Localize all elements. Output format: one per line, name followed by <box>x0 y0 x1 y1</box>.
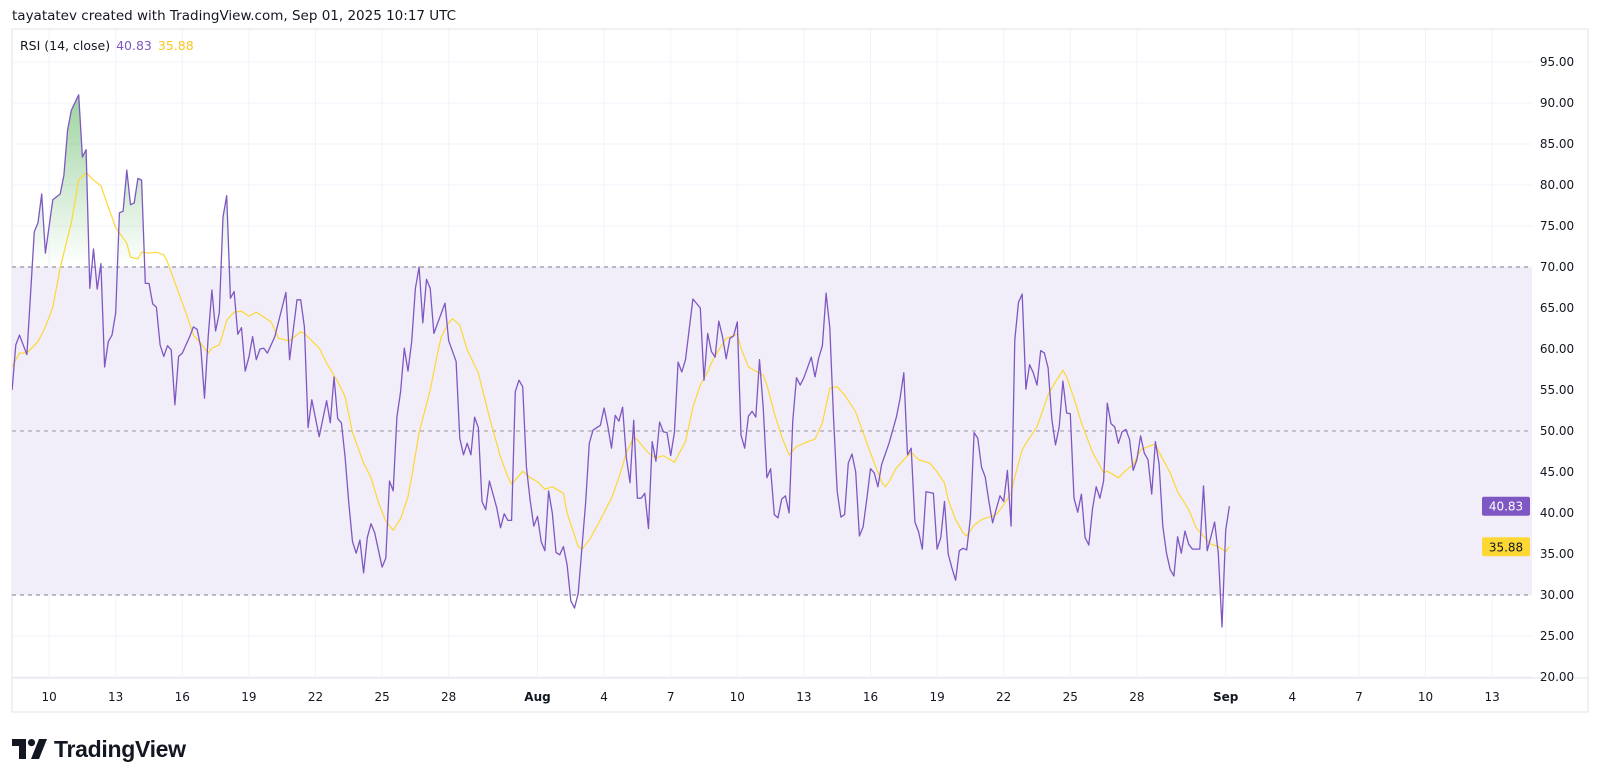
ma-value: 35.88 <box>157 38 194 53</box>
ma-last-value: 35.88 <box>1489 540 1523 554</box>
x-tick-label: 10 <box>41 690 56 704</box>
indicator-name: RSI (14, close) <box>20 38 111 53</box>
y-tick-label: 40.00 <box>1540 506 1574 520</box>
y-tick-label: 85.00 <box>1540 137 1574 151</box>
x-tick-label: 19 <box>241 690 256 704</box>
y-tick-label: 90.00 <box>1540 96 1574 110</box>
x-tick-label: 25 <box>374 690 389 704</box>
x-tick-label: 16 <box>175 690 190 704</box>
x-tick-label: 7 <box>667 690 675 704</box>
x-tick-label: 4 <box>1288 690 1296 704</box>
ma-last-value-box <box>1482 537 1530 557</box>
x-tick-label: 25 <box>1063 690 1078 704</box>
y-tick-label: 55.00 <box>1540 383 1574 397</box>
rsi-ma-line[interactable] <box>12 171 1230 553</box>
y-tick-label: 75.00 <box>1540 219 1574 233</box>
x-tick-label: 13 <box>108 690 123 704</box>
rsi-line[interactable] <box>12 94 1231 628</box>
x-axis[interactable]: 10 13 16 19 22 25 28 Aug 4 7 10 13 16 19 22 25 28 Sep 4 7 10… <box>41 690 1499 704</box>
y-tick-label: 45.00 <box>1540 465 1574 479</box>
tradingview-logo-text: TradingView <box>54 735 186 762</box>
y-tick-label: 65.00 <box>1540 301 1574 315</box>
y-tick-label: 50.00 <box>1540 424 1574 438</box>
x-tick-label: 4 <box>600 690 608 704</box>
overbought-fill <box>12 94 1230 267</box>
y-tick-label: 25.00 <box>1540 629 1574 643</box>
x-tick-label: 28 <box>1129 690 1144 704</box>
chart-attribution: tayatatev created with TradingView.com, … <box>12 8 457 24</box>
y-axis[interactable]: 20.00 25.00 30.00 35.00 40.00 45.00 50.00 55.00… <box>1540 55 1574 684</box>
x-tick-label: 10 <box>730 690 745 704</box>
x-tick-label: 13 <box>796 690 811 704</box>
rsi-last-value: 40.83 <box>1489 500 1523 514</box>
tradingview-logo-icon <box>12 739 47 759</box>
x-tick-label: 22 <box>996 690 1011 704</box>
y-tick-label: 20.00 <box>1540 670 1574 684</box>
y-tick-label: 95.00 <box>1540 55 1574 69</box>
x-tick-label: 7 <box>1355 690 1363 704</box>
x-tick-label: 16 <box>863 690 878 704</box>
x-tick-label: Sep <box>1213 690 1239 704</box>
x-tick-label: 19 <box>929 690 944 704</box>
y-tick-label: 30.00 <box>1540 588 1574 602</box>
x-tick-label: Aug <box>524 690 550 704</box>
y-tick-label: 80.00 <box>1540 178 1574 192</box>
x-tick-label: 10 <box>1418 690 1433 704</box>
last-value-labels: 40.83 35.88 <box>1482 496 1530 557</box>
rsi-last-value-box <box>1482 496 1530 516</box>
x-tick-label: 13 <box>1484 690 1499 704</box>
y-tick-label: 70.00 <box>1540 260 1574 274</box>
y-tick-label: 35.00 <box>1540 547 1574 561</box>
x-tick-label: 22 <box>308 690 323 704</box>
tradingview-logo[interactable]: TradingView <box>12 736 186 762</box>
y-tick-label: 60.00 <box>1540 342 1574 356</box>
x-tick-label: 28 <box>441 690 456 704</box>
indicator-legend[interactable]: RSI (14, close) 40.83 35.88 <box>20 38 194 53</box>
rsi-value: 40.83 <box>116 38 152 53</box>
